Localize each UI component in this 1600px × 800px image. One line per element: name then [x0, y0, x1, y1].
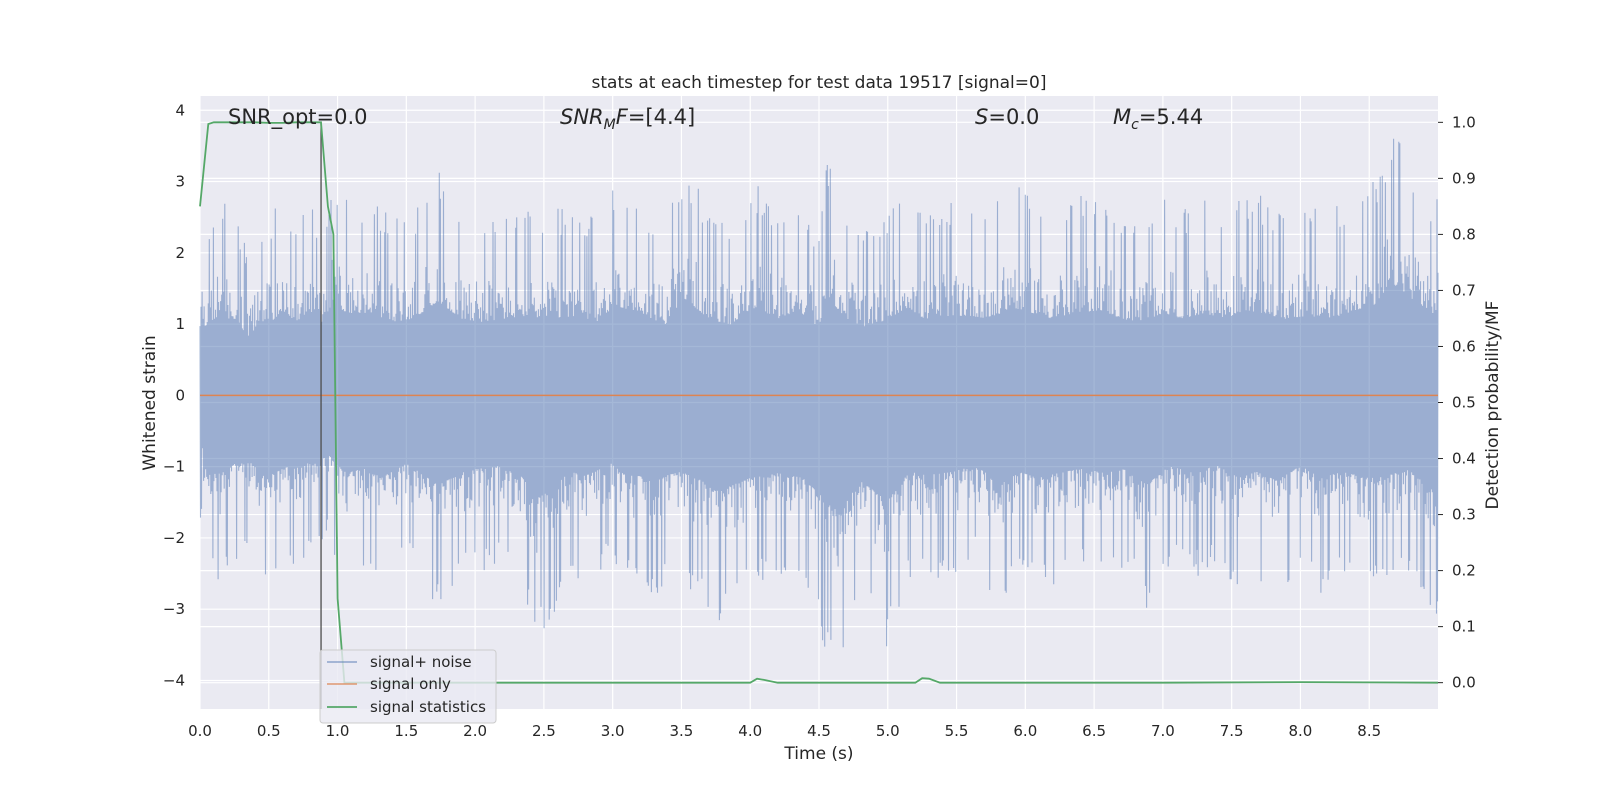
- y-left-tick-label: −4: [163, 671, 185, 689]
- y-right-tick-label: 0.0: [1452, 674, 1476, 692]
- x-tick-label: 2.5: [532, 722, 556, 740]
- y-left-tick-label: 0: [175, 386, 185, 404]
- y-right-tick-label: 0.4: [1452, 450, 1476, 468]
- x-tick-label: 6.0: [1013, 722, 1037, 740]
- x-tick-label: 8.0: [1289, 722, 1313, 740]
- left-y-axis-label: Whitened strain: [140, 335, 160, 470]
- signal-plus-noise-line: [199, 138, 1439, 648]
- x-tick-label: 7.0: [1151, 722, 1175, 740]
- y-left-tick-label: 1: [175, 315, 185, 333]
- chart-title: stats at each timestep for test data 195…: [592, 73, 1047, 93]
- y-left-tick-label: −3: [163, 600, 185, 618]
- y-right-tick-label: 0.5: [1452, 394, 1476, 412]
- x-tick-label: 8.5: [1357, 722, 1381, 740]
- y-right-tick-label: 0.3: [1452, 506, 1476, 524]
- y-left-tick-label: 3: [175, 173, 185, 191]
- y-left-tick-label: 2: [175, 244, 185, 262]
- x-tick-label: 5.5: [945, 722, 969, 740]
- legend-label-signal-only: signal only: [370, 675, 451, 693]
- y-right-tick-label: 0.7: [1452, 281, 1476, 299]
- y-left-tick-label: −1: [163, 458, 185, 476]
- x-tick-label: 3.0: [601, 722, 625, 740]
- x-tick-label: 4.0: [738, 722, 762, 740]
- right-y-axis-ticks: 1.0 0.9 0.8 0.7 0.6 0.5 0.4 0.3 0.2 0.1 0.0: [1438, 113, 1476, 692]
- x-axis-label: Time (s): [783, 744, 853, 764]
- y-right-tick-label: 0.2: [1452, 562, 1476, 580]
- y-right-tick-label: 0.8: [1452, 225, 1476, 243]
- right-y-axis-label: Detection probability/MF: [1483, 301, 1503, 510]
- left-y-axis-ticks: 4 3 2 1 0 −1 −2 −3 −4: [163, 101, 185, 689]
- annotation-mc: Mc=5.44: [1113, 105, 1203, 133]
- y-right-tick-label: 1.0: [1452, 113, 1476, 131]
- x-tick-label: 5.0: [876, 722, 900, 740]
- y-right-tick-label: 0.1: [1452, 618, 1476, 636]
- legend-box: [319, 649, 497, 724]
- signal-plus-noise-series: [199, 138, 1439, 648]
- x-tick-label: 3.5: [670, 722, 694, 740]
- x-tick-label: 4.5: [807, 722, 831, 740]
- legend: signal+ noise signal only signal statist…: [319, 649, 497, 724]
- annotation-s: S=0.0: [975, 105, 1039, 129]
- x-axis-ticks: 0.0 0.5 1.0 1.5 2.0 2.5 3.0 3.5 4.0 4.5 5.0 5.5 6.0 6…: [188, 722, 1381, 740]
- annotation-snr-opt: SNR_opt=0.0: [228, 105, 368, 130]
- x-tick-label: 0.5: [257, 722, 281, 740]
- x-tick-label: 7.5: [1220, 722, 1244, 740]
- y-right-tick-label: 0.9: [1452, 169, 1476, 187]
- y-right-tick-label: 0.6: [1452, 337, 1476, 355]
- y-left-tick-label: 4: [175, 101, 185, 119]
- legend-label-signal-statistics: signal statistics: [370, 698, 486, 716]
- annotation-snr-mf: SNRMF=[4.4]: [560, 105, 695, 133]
- x-tick-label: 6.5: [1082, 722, 1106, 740]
- x-tick-label: 2.0: [463, 722, 487, 740]
- y-left-tick-label: −2: [163, 529, 185, 547]
- x-tick-label: 1.5: [394, 722, 418, 740]
- legend-label-signal-plus-noise: signal+ noise: [370, 653, 472, 671]
- x-tick-label: 0.0: [188, 722, 212, 740]
- x-tick-label: 1.0: [326, 722, 350, 740]
